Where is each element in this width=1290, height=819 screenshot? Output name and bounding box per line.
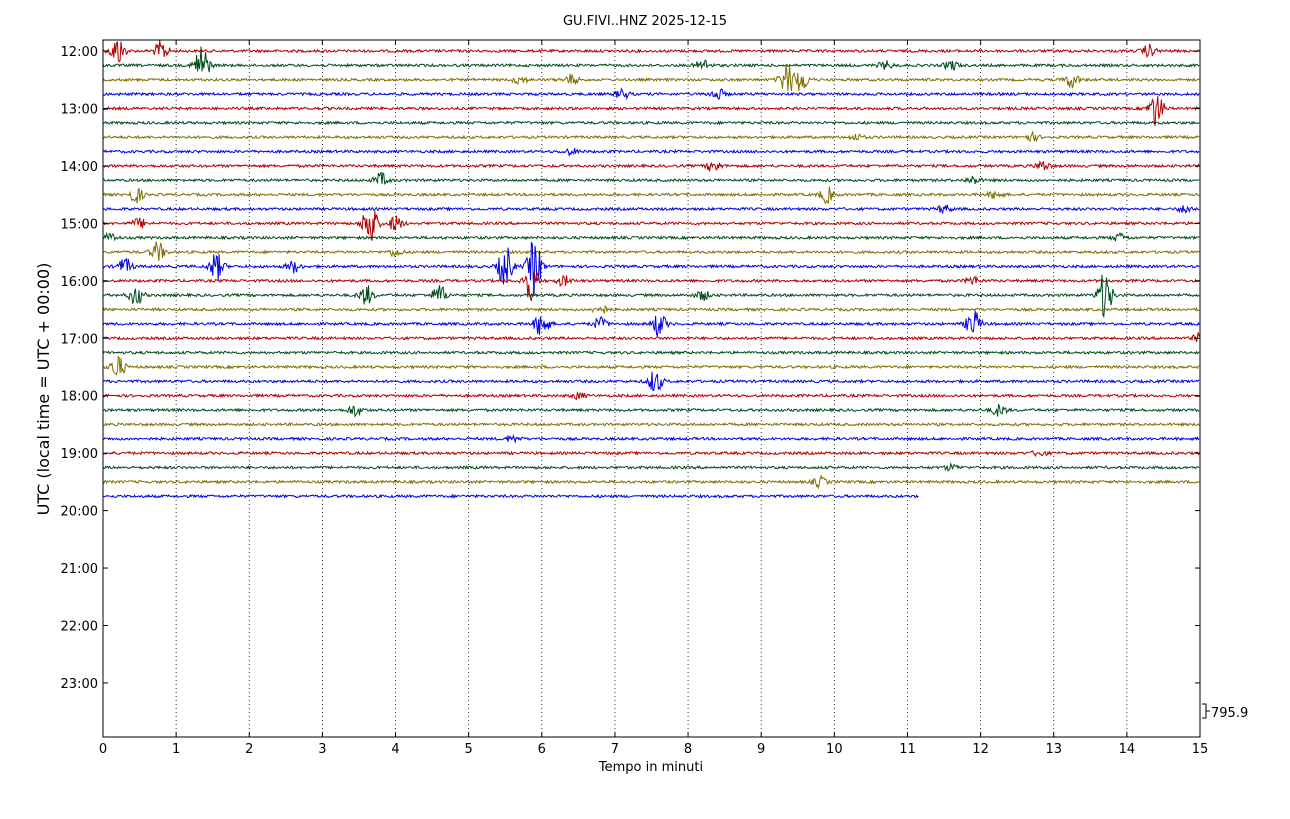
scale-label: 795.9 [1211, 706, 1248, 721]
y-axis-label: UTC (local time = UTC + 00:00) [34, 263, 53, 516]
y-tick-label: 15:00 [61, 217, 98, 232]
x-tick-label: 9 [757, 742, 765, 757]
scale-bracket [1202, 703, 1210, 719]
seismic-trace [102, 450, 1200, 458]
seismic-trace [102, 211, 1200, 241]
seismic-trace [102, 474, 1200, 490]
seismic-trace [102, 332, 1200, 342]
y-tick-label: 16:00 [61, 275, 98, 290]
plot-frame [102, 39, 1201, 738]
y-tick-label: 13:00 [61, 102, 98, 117]
x-tick-label: 11 [899, 742, 916, 757]
seismic-trace [102, 403, 1200, 418]
seismic-trace [102, 310, 1200, 338]
x-tick-label: 5 [465, 742, 473, 757]
seismic-trace [102, 371, 1200, 392]
y-axis: 12:00 13:00 14:00 15:00 16:00 17:00 18:00 19:00… [61, 45, 1200, 692]
x-tick-label: 14 [1119, 742, 1136, 757]
x-tick-label: 6 [538, 742, 546, 757]
seismic-trace [102, 241, 1200, 262]
x-tick-label: 0 [99, 742, 107, 757]
x-tick-label: 12 [972, 742, 989, 757]
seismic-trace [102, 130, 1200, 143]
x-tick-label: 13 [1045, 742, 1062, 757]
seismic-trace [102, 204, 1200, 215]
seismic-trace [102, 421, 1200, 428]
x-tick-label: 1 [172, 742, 180, 757]
x-tick-label: 7 [611, 742, 619, 757]
seismic-trace [102, 95, 1200, 126]
x-axis: 0 1 2 3 4 5 6 7 8 9 10 11 12 13 14 15 [99, 40, 1208, 757]
y-tick-label: 17:00 [61, 332, 98, 347]
seismic-trace [102, 120, 1200, 126]
seismic-trace [102, 231, 1200, 242]
seismic-trace [102, 160, 1200, 172]
y-tick-label: 12:00 [61, 45, 98, 60]
x-tick-label: 4 [391, 742, 399, 757]
seismic-trace [102, 356, 1200, 376]
seismic-trace [102, 241, 1200, 295]
x-tick-label: 15 [1192, 742, 1209, 757]
seismic-trace [102, 186, 1200, 205]
x-tick-label: 3 [318, 742, 326, 757]
seismic-trace [102, 305, 1200, 314]
seismic-traces [102, 40, 1200, 499]
grid-lines [175, 40, 1128, 737]
seismic-trace [102, 350, 1200, 356]
seismic-trace [102, 493, 919, 499]
scale-bar: 795.9 [1202, 703, 1248, 721]
seismic-trace [102, 462, 1200, 472]
y-tick-label: 23:00 [61, 677, 98, 692]
seismic-trace [102, 171, 1200, 185]
seismic-trace [102, 46, 1200, 73]
x-tick-label: 8 [684, 742, 692, 757]
seismic-trace [102, 274, 1200, 319]
y-tick-label: 18:00 [61, 390, 98, 405]
seismic-trace [102, 40, 1200, 63]
y-tick-label: 19:00 [61, 447, 98, 462]
y-tick-label: 22:00 [61, 620, 98, 635]
chart-title: GU.FIVI..HNZ 2025-12-15 [563, 14, 727, 29]
seismic-trace [102, 147, 1200, 158]
x-tick-label: 10 [826, 742, 843, 757]
seismic-trace [102, 391, 1200, 401]
seismic-trace [102, 64, 1200, 91]
x-tick-label: 2 [245, 742, 253, 757]
x-axis-label: Tempo in minuti [598, 760, 703, 775]
y-tick-label: 21:00 [61, 562, 98, 577]
y-tick-label: 20:00 [61, 505, 98, 520]
seismic-trace [102, 87, 1200, 101]
seismic-trace [102, 271, 1200, 302]
y-tick-label: 14:00 [61, 160, 98, 175]
seismic-trace [102, 433, 1200, 444]
